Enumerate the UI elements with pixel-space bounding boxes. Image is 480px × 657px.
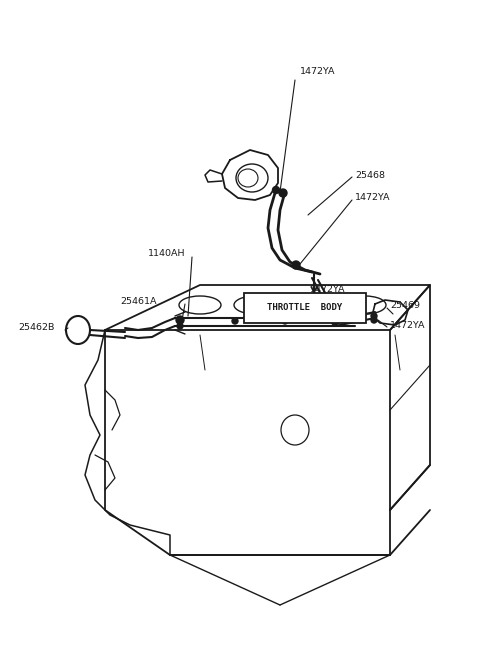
Circle shape	[331, 317, 339, 325]
Circle shape	[232, 318, 238, 324]
Circle shape	[371, 313, 377, 319]
Circle shape	[273, 187, 279, 194]
Circle shape	[292, 261, 300, 269]
Text: 1140AH: 1140AH	[148, 248, 185, 258]
Circle shape	[176, 316, 184, 324]
Text: 25468: 25468	[355, 171, 385, 179]
Text: 1472YA: 1472YA	[310, 286, 346, 294]
Circle shape	[177, 323, 183, 329]
Text: 25469: 25469	[390, 300, 420, 309]
Text: 25461A: 25461A	[120, 298, 156, 307]
Text: THROTTLE  BODY: THROTTLE BODY	[267, 304, 343, 313]
Text: 1472YA: 1472YA	[355, 194, 391, 202]
Text: 1472YA: 1472YA	[300, 68, 336, 76]
Text: 25462B: 25462B	[18, 323, 54, 332]
Circle shape	[279, 189, 287, 197]
Circle shape	[282, 318, 288, 324]
Circle shape	[371, 317, 377, 323]
FancyBboxPatch shape	[244, 293, 366, 323]
Text: 1472YA: 1472YA	[390, 321, 425, 330]
